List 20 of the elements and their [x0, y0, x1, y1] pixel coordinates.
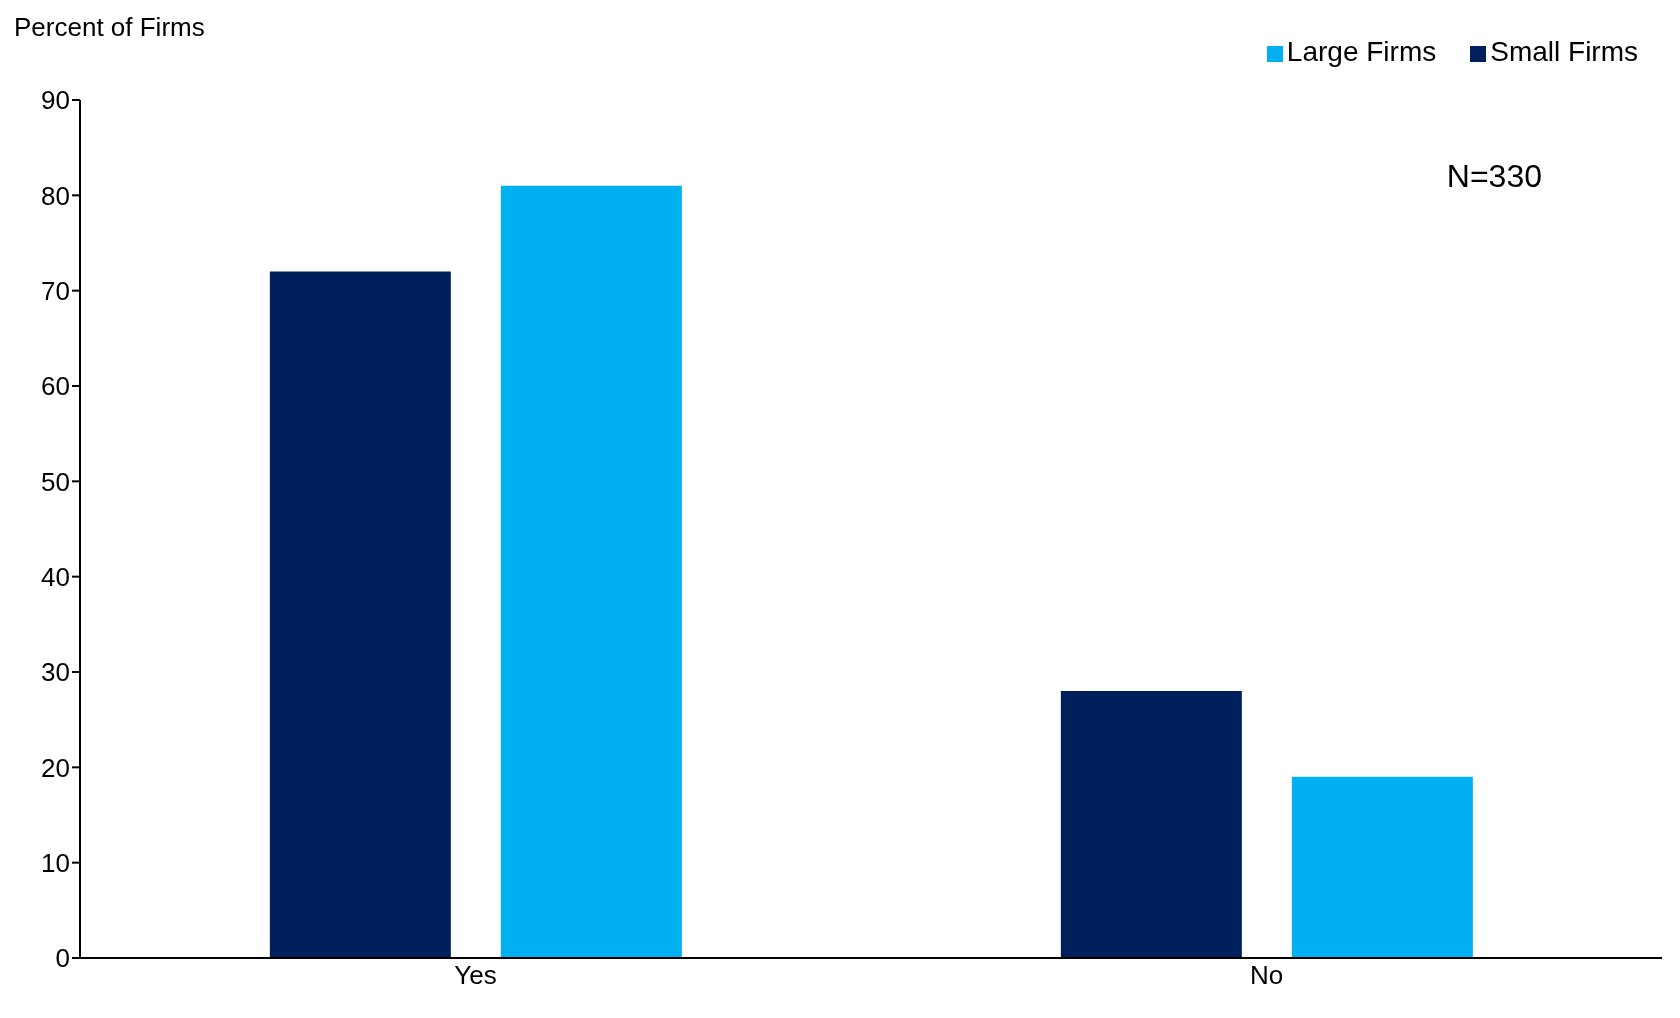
y-tick-label: 30: [41, 657, 70, 688]
bar: [500, 185, 682, 958]
y-tick-label: 50: [41, 466, 70, 497]
y-tick-label: 0: [55, 943, 70, 974]
annotation: N=330: [1446, 158, 1542, 195]
x-tick-label: Yes: [454, 960, 497, 991]
y-tick-label: 60: [41, 371, 70, 402]
bar: [1060, 691, 1242, 958]
y-tick-label: 40: [41, 561, 70, 592]
y-tick-label: 10: [41, 847, 70, 878]
legend-label: Large Firms: [1286, 36, 1437, 67]
legend-label: Small Firms: [1490, 36, 1638, 67]
y-tick-label: 70: [41, 275, 70, 306]
y-axis-title: Percent of Firms: [14, 12, 205, 43]
bar: [269, 271, 451, 958]
y-tick-label: 20: [41, 752, 70, 783]
y-tick-label: 90: [41, 85, 70, 116]
bar: [1291, 776, 1473, 958]
y-tick-label: 80: [41, 180, 70, 211]
x-tick-label: No: [1249, 960, 1284, 991]
